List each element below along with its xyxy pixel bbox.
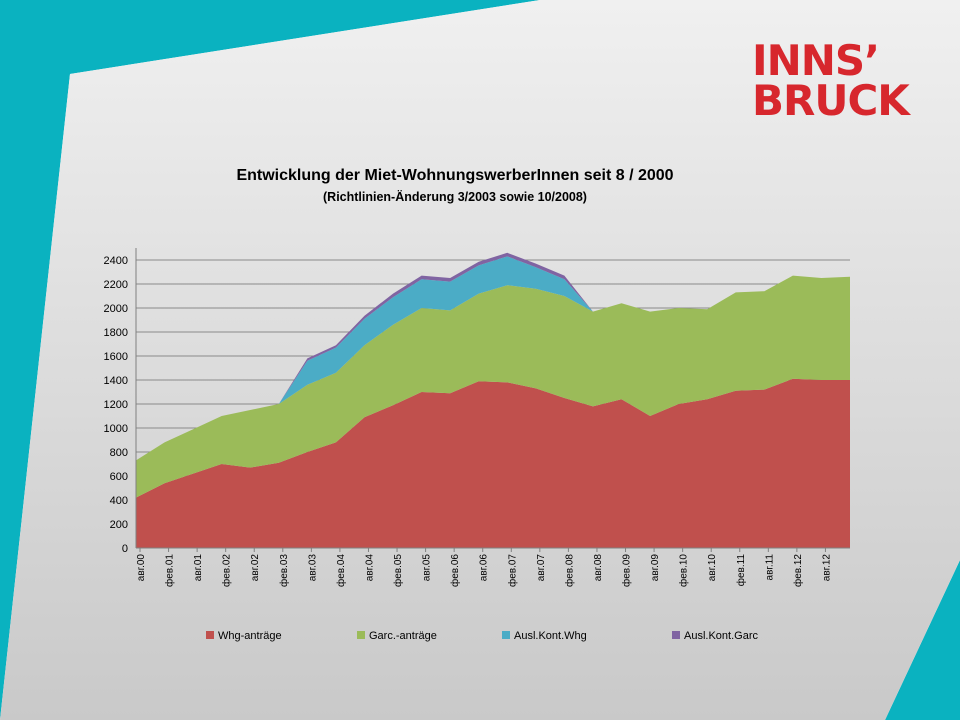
y-tick-label: 1200 bbox=[104, 399, 128, 411]
legend-label: Ausl.Kont.Garc bbox=[684, 630, 758, 642]
x-tick-label: фев.10 bbox=[678, 554, 690, 587]
x-tick-label: авг.04 bbox=[364, 554, 375, 582]
x-tick-label: авг.07 bbox=[536, 554, 547, 582]
y-tick-label: 1600 bbox=[104, 351, 128, 363]
legend-swatch bbox=[357, 631, 365, 639]
x-tick-label: авг.05 bbox=[422, 554, 433, 582]
legend-label: Ausl.Kont.Whg bbox=[514, 630, 587, 642]
x-tick-label: авг.00 bbox=[136, 554, 147, 582]
x-tick-label: авг.08 bbox=[593, 554, 604, 582]
x-tick-label: авг.03 bbox=[307, 554, 318, 582]
y-tick-label: 2400 bbox=[104, 255, 128, 267]
x-tick-label: фев.06 bbox=[449, 554, 461, 587]
area-whg-antr-ge bbox=[136, 378, 850, 548]
x-tick-label: фев.12 bbox=[792, 554, 804, 587]
teal-band-left bbox=[0, 0, 540, 720]
y-tick-label: 1800 bbox=[104, 327, 128, 339]
logo-text: BRUCK bbox=[752, 76, 910, 125]
x-tick-label: фев.08 bbox=[563, 554, 575, 587]
x-tick-label: авг.11 bbox=[764, 554, 775, 581]
x-tick-label: фев.03 bbox=[278, 554, 290, 587]
axes: 0 200 400 600 800 1000 1200 1400 1600 1800 2000 220… bbox=[104, 248, 850, 587]
x-tick-label: фев.11 bbox=[735, 554, 747, 587]
y-tick-label: 0 bbox=[122, 543, 128, 555]
y-tick-label: 200 bbox=[110, 519, 128, 531]
chart-title: Entwicklung der Miet-WohnungswerberInnen… bbox=[236, 167, 674, 184]
y-tick-label: 1400 bbox=[104, 375, 128, 387]
x-tick-label: фев.09 bbox=[621, 554, 633, 587]
legend-label: Garc.-anträge bbox=[369, 630, 437, 642]
x-tick-label: авг.06 bbox=[479, 554, 490, 582]
y-tick-label: 2000 bbox=[104, 303, 128, 315]
y-tick-label: 400 bbox=[110, 495, 128, 507]
chart-subtitle: (Richtlinien-Änderung 3/2003 sowie 10/20… bbox=[323, 190, 587, 204]
x-tick-label: авг.01 bbox=[193, 554, 204, 582]
legend-swatch bbox=[672, 631, 680, 639]
legend-swatch bbox=[206, 631, 214, 639]
legend-label: Whg-anträge bbox=[218, 630, 282, 642]
x-tick-label: авг.02 bbox=[250, 554, 261, 582]
x-tick-label: авг.12 bbox=[821, 554, 832, 582]
x-tick-label: фев.01 bbox=[164, 554, 176, 587]
legend: Whg-anträge Garc.-anträge Ausl.Kont.Whg Aus… bbox=[206, 630, 758, 642]
y-tick-label: 800 bbox=[110, 447, 128, 459]
x-tick-label: авг.10 bbox=[707, 554, 718, 582]
x-tick-label: фев.04 bbox=[335, 554, 347, 587]
x-tick-label: фев.05 bbox=[392, 554, 404, 587]
logo-text: INNS’ bbox=[752, 36, 880, 85]
y-tick-label: 2200 bbox=[104, 279, 128, 291]
y-tick-label: 1000 bbox=[104, 423, 128, 435]
x-tick-label: авг.09 bbox=[650, 554, 661, 582]
x-tick-label: фев.02 bbox=[221, 554, 233, 587]
y-tick-label: 600 bbox=[110, 471, 128, 483]
legend-swatch bbox=[502, 631, 510, 639]
x-tick-label: фев.07 bbox=[506, 554, 518, 587]
area-series bbox=[136, 252, 850, 548]
area-garc-antr-ge bbox=[136, 275, 850, 498]
